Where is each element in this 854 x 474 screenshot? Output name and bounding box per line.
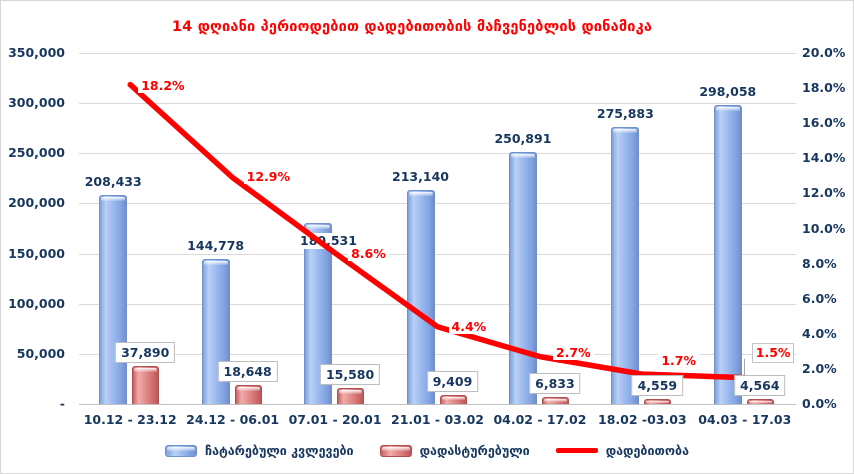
positivity-value-label: 8.6% xyxy=(348,246,389,262)
bar-tests[interactable] xyxy=(508,152,537,404)
bar-confirmed[interactable] xyxy=(644,399,672,404)
tests-value-label: 213,140 xyxy=(392,169,449,185)
bar-confirmed[interactable] xyxy=(337,388,365,404)
left-axis-tick: 150,000 xyxy=(8,245,65,261)
left-axis-tick: 50,000 xyxy=(16,345,65,361)
legend-item-confirmed[interactable]: დადასტურებული xyxy=(379,443,530,458)
right-axis-tick: 2.0% xyxy=(802,360,837,376)
bar-confirmed[interactable] xyxy=(746,399,774,404)
tests-bar-swatch-icon xyxy=(164,444,197,457)
legend-item-tests[interactable]: ჩატარებული კვლევები xyxy=(164,443,354,458)
left-axis-tick: 100,000 xyxy=(8,295,65,311)
right-axis-tick: 16.0% xyxy=(802,115,846,131)
positivity-value-label: 1.7% xyxy=(658,353,700,369)
x-axis-category-label: 07.01 - 20.01 xyxy=(288,412,382,427)
x-axis-category-label: 04.02 - 17.02 xyxy=(493,412,587,427)
legend-label-positivity: დადებითობა xyxy=(605,443,689,458)
confirmed-value-callout: 37,890 xyxy=(115,342,176,363)
right-axis-tick: 14.0% xyxy=(802,150,846,166)
positivity-line-swatch-icon xyxy=(555,448,598,453)
legend-label-tests: ჩატარებული კვლევები xyxy=(204,443,354,458)
right-axis-tick: 18.0% xyxy=(802,80,846,96)
confirmed-value-callout: 4,564 xyxy=(734,375,786,397)
tests-value-label: 298,058 xyxy=(699,84,757,100)
bar-tests[interactable] xyxy=(99,194,128,404)
tests-value-label: 250,891 xyxy=(494,131,552,147)
gridline xyxy=(79,303,796,305)
tests-value-label: 144,778 xyxy=(187,237,245,253)
bar-confirmed[interactable] xyxy=(541,397,569,404)
x-axis-category-label: 18.02 -03.03 xyxy=(598,412,687,427)
right-axis-tick: 12.0% xyxy=(802,185,846,201)
confirmed-value-callout: 9,409 xyxy=(426,370,479,392)
gridline xyxy=(79,103,796,105)
x-axis-category-label: 04.03 - 17.03 xyxy=(698,412,792,427)
bar-confirmed[interactable] xyxy=(132,366,160,404)
bar-tests[interactable] xyxy=(713,105,742,404)
left-axis-tick: 200,000 xyxy=(8,195,65,211)
right-axis-tick: 0.0% xyxy=(802,396,837,411)
positivity-value-label: 4.4% xyxy=(448,318,490,334)
confirmed-value-callout: 6,833 xyxy=(529,373,581,395)
tests-value-label: 208,433 xyxy=(84,173,142,189)
gridline xyxy=(79,153,796,155)
positivity-value-label: 18.2% xyxy=(138,77,188,93)
confirmed-value-callout: 18,648 xyxy=(217,361,278,383)
x-axis-category-label: 24.12 - 06.01 xyxy=(186,412,280,427)
left-axis-tick: - xyxy=(59,396,65,411)
right-axis-tick: 6.0% xyxy=(802,290,837,306)
x-axis-line xyxy=(79,404,796,405)
confirmed-value-callout: 4,559 xyxy=(631,375,684,397)
right-axis-tick: 20.0% xyxy=(802,45,846,60)
right-axis-tick: 4.0% xyxy=(802,325,837,341)
right-axis-tick: 10.0% xyxy=(802,220,846,236)
bar-confirmed[interactable] xyxy=(439,394,467,404)
chart-title: 14 დღიანი პერიოდებით დადებითობის მაჩვენე… xyxy=(171,19,653,35)
right-axis-tick: 8.0% xyxy=(802,255,837,271)
legend-item-positivity[interactable]: დადებითობა xyxy=(555,443,689,458)
positivity-value-label: 12.9% xyxy=(243,168,294,184)
tests-value-label: 275,883 xyxy=(596,106,654,122)
left-axis-tick: 350,000 xyxy=(8,45,65,60)
positivity-value-label: 1.5% xyxy=(751,342,795,363)
x-axis-category-label: 10.12 - 23.12 xyxy=(83,412,177,427)
confirmed-bar-swatch-icon xyxy=(379,444,412,457)
gridline xyxy=(79,53,796,54)
legend: ჩატარებული კვლევები დადასტურებული დადები… xyxy=(1,443,853,458)
positivity-value-label: 2.7% xyxy=(552,344,594,360)
confirmed-value-callout: 15,580 xyxy=(319,364,381,386)
legend-label-confirmed: დადასტურებული xyxy=(419,443,530,458)
left-axis-tick: 300,000 xyxy=(8,95,65,111)
bar-confirmed[interactable] xyxy=(234,385,262,404)
left-axis-tick: 250,000 xyxy=(8,145,65,161)
bar-tests[interactable] xyxy=(611,127,640,404)
gridline xyxy=(79,203,796,205)
callout-leader-line xyxy=(743,358,745,376)
x-axis-category-label: 21.01 - 03.02 xyxy=(391,412,484,427)
